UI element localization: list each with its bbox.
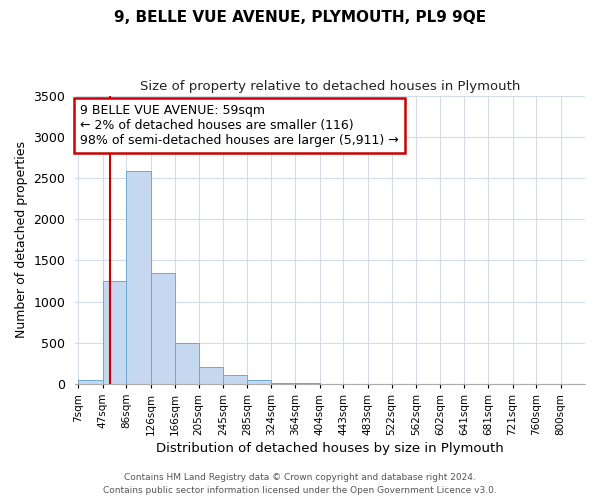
Bar: [175, 342, 199, 384]
Bar: [103, 281, 126, 384]
Text: 9, BELLE VUE AVENUE, PLYMOUTH, PL9 9QE: 9, BELLE VUE AVENUE, PLYMOUTH, PL9 9QE: [114, 10, 486, 25]
Bar: [271, 382, 295, 384]
Bar: [78, 380, 103, 384]
Title: Size of property relative to detached houses in Plymouth: Size of property relative to detached ho…: [140, 80, 520, 93]
Bar: [223, 375, 247, 384]
Bar: [247, 380, 271, 384]
Bar: [151, 272, 175, 384]
Text: Contains HM Land Registry data © Crown copyright and database right 2024.
Contai: Contains HM Land Registry data © Crown c…: [103, 474, 497, 495]
Bar: [126, 172, 151, 384]
Y-axis label: Number of detached properties: Number of detached properties: [15, 141, 28, 338]
Text: 9 BELLE VUE AVENUE: 59sqm
← 2% of detached houses are smaller (116)
98% of semi-: 9 BELLE VUE AVENUE: 59sqm ← 2% of detach…: [80, 104, 399, 147]
X-axis label: Distribution of detached houses by size in Plymouth: Distribution of detached houses by size …: [156, 442, 504, 455]
Bar: [199, 368, 223, 384]
